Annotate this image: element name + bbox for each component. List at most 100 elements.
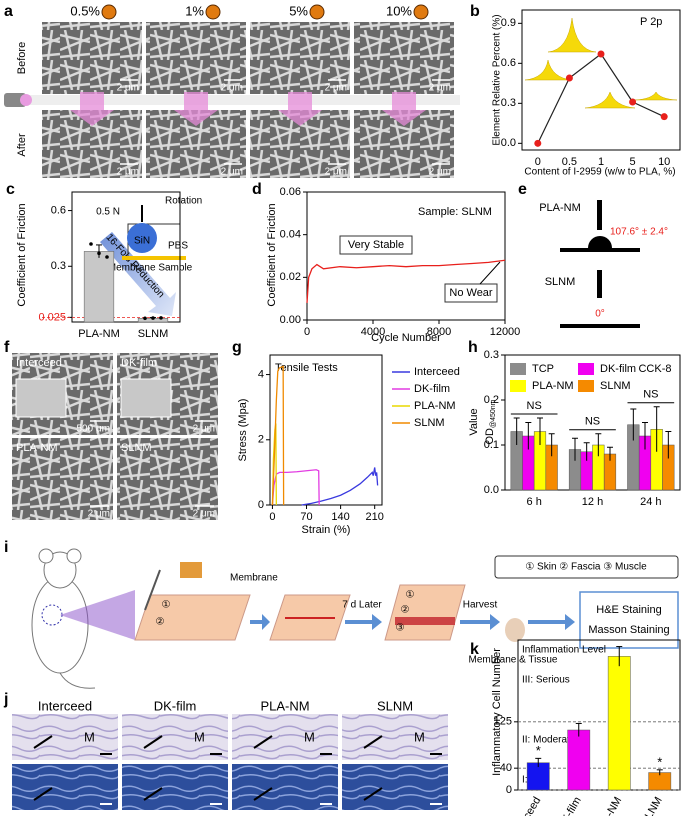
pointer [33,735,53,749]
legend-swatch [578,363,594,375]
y-tick-label: 0.3 [51,260,66,272]
panel-letter: g [232,339,242,356]
masson-image [232,764,338,810]
concentration: 1% [185,3,204,18]
he-image [232,714,338,760]
plot-frame [269,354,383,506]
panel-letter: j [3,691,8,708]
pointer [33,787,53,801]
x-tick-label: 70 [300,511,312,523]
legend-label: DK-film [600,363,636,375]
y-axis-label-sub: @450nm [490,399,497,428]
data-point [565,74,573,82]
he-image [342,714,448,760]
step-number: ③ [396,623,405,634]
y-tick-label: 125 [494,716,512,728]
masson-image [12,764,118,810]
y-tick-label: 0.04 [280,229,301,241]
x-tick-label: 12 h [582,496,603,508]
annotation: * [536,743,541,758]
process-arrows [250,614,575,630]
panel-letter: b [470,3,480,20]
sample-label: SLNM [377,698,413,713]
y-axis-label: Stress (Mpa) [237,399,249,462]
panel-letter: h [468,339,478,356]
annotation: NS [643,389,658,401]
sample-label: DK-film [121,357,157,369]
legend-box [494,555,679,579]
scale-bar-label: 2 μm [221,167,243,178]
arrow [174,92,218,126]
needle [597,200,602,230]
data-line [271,365,285,506]
pointer [363,787,383,801]
tissue-pad [134,594,251,641]
y-tick-label: 0.02 [280,271,301,283]
sample-label: DK-film [154,698,197,713]
sample-label: PLA-NM [539,202,581,214]
x-tick-label: 4000 [361,326,385,338]
data-point [151,316,155,320]
y-tick-label: 4 [258,368,264,380]
mouse [31,548,96,689]
annotation: PBS [168,241,188,252]
y-tick-label: 0 [258,499,264,511]
chart-title: Inflammation Level [522,645,606,656]
step-number: ① [162,600,171,611]
scale-bar-label: 2 μm [221,83,243,94]
arrow [278,92,322,126]
y-tick-label: 0 [506,784,512,796]
needle [597,270,602,298]
step-number: ② [156,617,165,628]
scale-bar-label: 2 μm [325,83,347,94]
zoom [60,590,135,640]
legend-label: DK-film [414,383,450,395]
x-tick-label: 12000 [490,326,521,338]
reduction-arrow [100,232,176,316]
x-tick-label: 0.5 [562,156,577,168]
y-tick-label: 0.0 [484,484,499,496]
scale-bar-label: 2 μm [429,83,451,94]
scale-bar-label: 2 μm [117,83,139,94]
scale-bar-label: 2 μm [117,167,139,178]
layer-legend: ① Skin ② Fascia ③ Muscle [525,562,647,573]
data-point [105,255,109,259]
sample-label: SLNM [121,442,152,454]
inset-photo [120,378,172,418]
y-tick-label: 0.6 [51,204,66,216]
annotation-box [444,283,498,303]
photoinitiator-icon [101,4,117,20]
legend-label: SLNM [414,417,445,429]
data-point [89,242,93,246]
droplet [588,236,612,248]
x-tick-label: 8000 [427,326,451,338]
peak-icons [524,17,678,109]
data-line [271,469,320,506]
membrane-marker: M [194,729,205,744]
y-tick-label: 0.025 [38,311,66,323]
scale-bar-label: 2 μm [429,167,451,178]
scale-bar-label: 2 μm [193,424,215,435]
plot-frame [71,191,181,323]
data-point [143,316,147,321]
sin-ball [127,223,157,253]
data-point [159,316,163,320]
x-tick-label: 140 [331,511,349,523]
scale-bar-label: 2 μm [88,509,110,520]
y-axis-label: OD@450nm [484,399,497,444]
data-line [301,467,379,506]
lamp-light [20,94,32,106]
sample-label: Interceed [16,357,62,369]
bar [83,251,115,323]
x-tick-label: Interceed [510,795,543,816]
x-tick-label: DK-film [555,795,583,816]
label: Harvest [463,600,498,611]
y-axis-label: Inflammatory Cell Number [491,648,503,776]
annotation: Very Stable [348,239,404,251]
pointer [143,735,163,749]
panel-letter: d [252,181,262,198]
tweezers [144,569,161,611]
legend-label: SLNM [600,380,631,392]
membrane [122,256,186,260]
bar [567,729,591,791]
